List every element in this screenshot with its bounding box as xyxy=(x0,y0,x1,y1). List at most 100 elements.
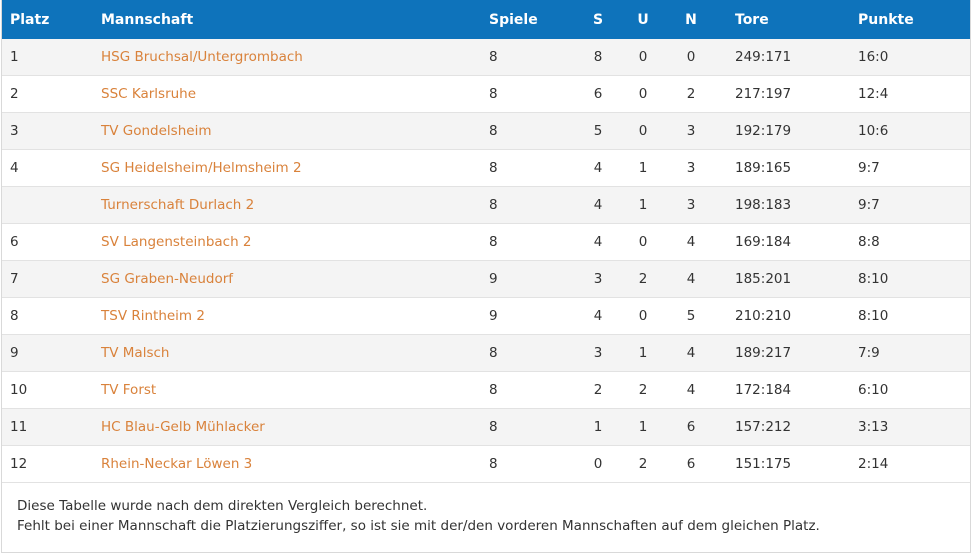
cell-spiele: 9 xyxy=(489,308,498,324)
cell-platz: 9 xyxy=(10,345,19,361)
table-row: 3 TV Gondelsheim 8 5 0 3 192:179 10:6 xyxy=(2,113,970,150)
table-row: 10 TV Forst 8 2 2 4 172:184 6:10 xyxy=(2,372,970,409)
team-link[interactable]: SG Heidelsheim/Helmsheim 2 xyxy=(101,160,302,176)
table-notes: Diese Tabelle wurde nach dem direkten Ve… xyxy=(17,496,820,536)
table-row: 12 Rhein-Neckar Löwen 3 8 0 2 6 151:175 2:14 xyxy=(2,446,970,483)
table-row: 8 TSV Rintheim 2 9 4 0 5 210:210 8:10 xyxy=(2,298,970,335)
cell-tore: 210:210 xyxy=(735,308,792,324)
cell-s: 4 xyxy=(593,197,603,213)
header-tore: Tore xyxy=(735,12,769,28)
cell-platz: 8 xyxy=(10,308,19,324)
cell-spiele: 8 xyxy=(489,456,498,472)
cell-u: 0 xyxy=(638,49,648,65)
cell-platz: 4 xyxy=(10,160,19,176)
table-row: Turnerschaft Durlach 2 8 4 1 3 198:183 9:7 xyxy=(2,187,970,224)
cell-s: 3 xyxy=(593,345,603,361)
team-link[interactable]: HSG Bruchsal/Untergrombach xyxy=(101,49,303,65)
cell-platz: 12 xyxy=(10,456,28,472)
table-body: 1 HSG Bruchsal/Untergrombach 8 8 0 0 249:171 16… xyxy=(2,39,970,483)
cell-n: 4 xyxy=(686,382,696,398)
cell-s: 1 xyxy=(593,419,603,435)
table-row: 7 SG Graben-Neudorf 9 3 2 4 185:201 8:10 xyxy=(2,261,970,298)
cell-platz: 3 xyxy=(10,123,19,139)
cell-u: 2 xyxy=(638,456,648,472)
cell-n: 2 xyxy=(686,86,696,102)
team-link[interactable]: TSV Rintheim 2 xyxy=(101,308,205,324)
cell-n: 6 xyxy=(686,456,696,472)
cell-spiele: 8 xyxy=(489,382,498,398)
team-link[interactable]: TV Forst xyxy=(101,382,157,398)
cell-tore: 198:183 xyxy=(735,197,792,213)
note-line-1: Diese Tabelle wurde nach dem direkten Ve… xyxy=(17,498,428,514)
cell-s: 2 xyxy=(593,382,603,398)
cell-platz: 11 xyxy=(10,419,28,435)
cell-punkte: 8:8 xyxy=(858,234,880,250)
table-row: 9 TV Malsch 8 3 1 4 189:217 7:9 xyxy=(2,335,970,372)
cell-s: 4 xyxy=(593,308,603,324)
cell-platz: 6 xyxy=(10,234,19,250)
cell-u: 0 xyxy=(638,308,648,324)
cell-platz: 1 xyxy=(10,49,19,65)
cell-u: 0 xyxy=(638,234,648,250)
cell-u: 0 xyxy=(638,86,648,102)
cell-s: 6 xyxy=(593,86,603,102)
cell-spiele: 8 xyxy=(489,197,498,213)
header-s: S xyxy=(592,12,604,28)
team-link[interactable]: Rhein-Neckar Löwen 3 xyxy=(101,456,253,472)
header-platz: Platz xyxy=(10,12,50,28)
note-line-2: Fehlt bei einer Mannschaft die Platzieru… xyxy=(17,518,820,534)
cell-tore: 172:184 xyxy=(735,382,792,398)
cell-punkte: 7:9 xyxy=(858,345,880,361)
table-header: Platz Mannschaft Spiele S U N Tore Punkt… xyxy=(2,0,970,39)
cell-s: 8 xyxy=(593,49,603,65)
header-spiele: Spiele xyxy=(489,12,538,28)
cell-u: 0 xyxy=(638,123,648,139)
team-link[interactable]: TV Gondelsheim xyxy=(101,123,212,139)
cell-tore: 217:197 xyxy=(735,86,792,102)
cell-punkte: 8:10 xyxy=(858,308,889,324)
cell-spiele: 8 xyxy=(489,49,498,65)
cell-platz: 10 xyxy=(10,382,28,398)
cell-punkte: 6:10 xyxy=(858,382,889,398)
cell-u: 1 xyxy=(638,345,648,361)
cell-punkte: 10:6 xyxy=(858,123,889,139)
cell-punkte: 9:7 xyxy=(858,197,880,213)
cell-platz: 2 xyxy=(10,86,19,102)
cell-s: 4 xyxy=(593,234,603,250)
cell-spiele: 8 xyxy=(489,86,498,102)
team-link[interactable]: SG Graben-Neudorf xyxy=(101,271,234,287)
cell-s: 5 xyxy=(593,123,603,139)
cell-spiele: 8 xyxy=(489,419,498,435)
cell-spiele: 8 xyxy=(489,123,498,139)
cell-spiele: 8 xyxy=(489,160,498,176)
cell-punkte: 3:13 xyxy=(858,419,889,435)
cell-punkte: 16:0 xyxy=(858,49,889,65)
cell-tore: 189:165 xyxy=(735,160,792,176)
cell-n: 4 xyxy=(686,345,696,361)
cell-n: 3 xyxy=(686,123,696,139)
team-link[interactable]: TV Malsch xyxy=(101,345,170,361)
cell-n: 5 xyxy=(686,308,696,324)
cell-platz: 7 xyxy=(10,271,19,287)
team-link[interactable]: SV Langensteinbach 2 xyxy=(101,234,252,250)
table-row: 11 HC Blau-Gelb Mühlacker 8 1 1 6 157:212 3:13 xyxy=(2,409,970,446)
cell-tore: 151:175 xyxy=(735,456,792,472)
cell-tore: 192:179 xyxy=(735,123,792,139)
cell-spiele: 9 xyxy=(489,271,498,287)
header-n: N xyxy=(685,12,697,28)
team-link[interactable]: HC Blau-Gelb Mühlacker xyxy=(101,419,265,435)
cell-n: 6 xyxy=(686,419,696,435)
cell-s: 3 xyxy=(593,271,603,287)
cell-punkte: 2:14 xyxy=(858,456,889,472)
cell-n: 3 xyxy=(686,197,696,213)
team-link[interactable]: Turnerschaft Durlach 2 xyxy=(101,197,255,213)
cell-u: 2 xyxy=(638,382,648,398)
cell-spiele: 8 xyxy=(489,234,498,250)
cell-s: 4 xyxy=(593,160,603,176)
cell-n: 4 xyxy=(686,234,696,250)
cell-punkte: 12:4 xyxy=(858,86,889,102)
team-link[interactable]: SSC Karlsruhe xyxy=(101,86,197,102)
cell-u: 2 xyxy=(638,271,648,287)
table-row: 2 SSC Karlsruhe 8 6 0 2 217:197 12:4 xyxy=(2,76,970,113)
